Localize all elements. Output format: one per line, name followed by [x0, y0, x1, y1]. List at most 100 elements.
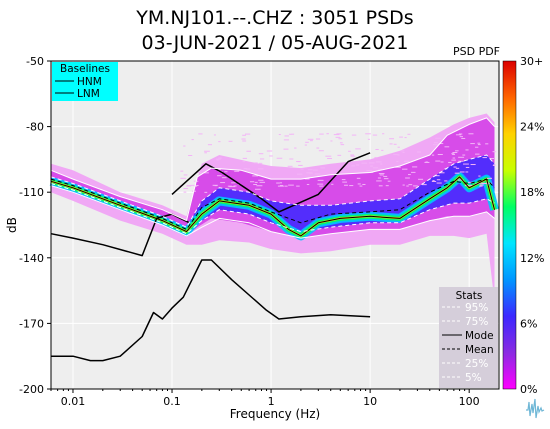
pdf-noise-mark — [252, 175, 259, 177]
pdf-noise-mark — [180, 177, 186, 179]
pdf-noise-mark — [331, 183, 334, 185]
chart-title: YM.NJ101.--.CHZ : 3051 PSDs — [135, 7, 413, 29]
colorbar — [502, 60, 517, 390]
pdf-noise-mark — [455, 150, 459, 152]
pdf-noise-mark — [350, 154, 355, 156]
x-tick-label: 0.1 — [163, 395, 181, 408]
pdf-noise-mark — [246, 150, 251, 152]
pdf-noise-mark — [470, 143, 475, 145]
pdf-noise-mark — [411, 171, 416, 173]
pdf-noise-mark — [220, 182, 226, 184]
pdf-noise-mark — [320, 167, 326, 169]
pdf-noise-mark — [422, 184, 427, 186]
pdf-noise-mark — [458, 156, 465, 158]
pdf-noise-mark — [402, 184, 405, 186]
pdf-noise-mark — [362, 183, 366, 185]
pdf-noise-mark — [186, 185, 192, 187]
pdf-noise-mark — [404, 160, 409, 162]
x-axis-label: Frequency (Hz) — [230, 407, 321, 421]
pdf-noise-mark — [477, 142, 481, 144]
pdf-noise-mark — [256, 185, 263, 187]
pdf-noise-mark — [412, 166, 418, 168]
pdf-noise-mark — [433, 142, 438, 144]
baselines-legend-title: Baselines — [60, 63, 110, 75]
pdf-noise-mark — [349, 185, 354, 187]
colorbar-labels: 30+ 24% 18% 12% 6% 0% — [520, 55, 544, 396]
pdf-noise-mark — [307, 138, 314, 140]
pdf-noise-mark — [357, 183, 361, 185]
pdf-noise-mark — [455, 134, 462, 136]
pdf-noise-mark — [276, 182, 280, 184]
pdf-noise-mark — [396, 160, 399, 162]
pdf-noise-mark — [246, 168, 251, 170]
pdf-noise-mark — [397, 154, 400, 156]
pdf-noise-mark — [379, 174, 384, 176]
pdf-noise-mark — [327, 158, 332, 160]
pdf-noise-mark — [314, 173, 321, 175]
pdf-noise-mark — [325, 155, 332, 157]
pdf-noise-mark — [383, 178, 389, 180]
pdf-noise-mark — [378, 168, 382, 170]
y-tick-label: -110 — [19, 186, 44, 199]
pdf-noise-mark — [435, 175, 440, 177]
pdf-noise-mark — [335, 136, 341, 138]
pdf-noise-mark — [478, 175, 481, 177]
pdf-noise-mark — [216, 159, 219, 161]
pdf-noise-mark — [370, 165, 373, 167]
stats-legend-title: Stats — [456, 290, 483, 302]
pdf-noise-mark — [304, 144, 307, 146]
y-tick-label: -200 — [19, 383, 44, 396]
pdf-noise-mark — [458, 133, 463, 135]
pdf-noise-mark — [231, 182, 236, 184]
pdf-noise-mark — [254, 181, 258, 183]
pdf-noise-mark — [376, 180, 382, 182]
series-line-25pct — [50, 183, 495, 235]
pdf-noise-mark — [418, 178, 424, 180]
pdf-noise-mark — [312, 169, 318, 171]
legend-hnm-label: HNM — [77, 76, 102, 88]
pdf-noise-mark — [196, 172, 202, 174]
x-tick-label: 1 — [268, 395, 275, 408]
pdf-noise-mark — [316, 147, 320, 149]
pdf-noise-mark — [385, 185, 389, 187]
pdf-noise-mark — [377, 177, 381, 179]
pdf-noise-mark — [480, 184, 484, 186]
pdf-noise-mark — [365, 133, 371, 135]
pdf-noise-mark — [451, 153, 455, 155]
pdf-noise-mark — [463, 163, 469, 165]
pdf-noise-mark — [269, 155, 273, 157]
pdf-noise-mark — [404, 137, 407, 139]
series-line-hnm — [171, 152, 371, 213]
pdf-noise-mark — [300, 168, 304, 170]
pdf-noise-mark — [296, 185, 300, 187]
pdf-noise-mark — [381, 149, 384, 151]
pdf-noise-mark — [477, 144, 481, 146]
pdf-noise-mark — [224, 171, 228, 173]
chart-subtitle: 03-JUN-2021 / 05-AUG-2021 — [142, 32, 409, 54]
pdf-noise-mark — [254, 188, 261, 190]
pdf-noise-mark — [480, 182, 485, 184]
pdf-noise-mark — [277, 185, 284, 187]
series-line-lnm — [51, 259, 371, 362]
pdf-noise-mark — [372, 134, 378, 136]
pdf-noise-mark — [452, 154, 455, 156]
pdf-noise-mark — [309, 172, 313, 174]
pdf-noise-mark — [454, 172, 460, 174]
pdf-noise-mark — [376, 148, 379, 150]
pdf-noise-mark — [408, 184, 413, 186]
pdf-noise-mark — [351, 134, 357, 136]
y-tick-label: -50 — [26, 55, 44, 68]
pdf-noise-mark — [350, 155, 356, 157]
pdf-noise-mark — [180, 170, 184, 172]
pdf-noise-mark — [425, 161, 428, 163]
pdf-noise-mark — [253, 184, 258, 186]
pdf-noise-mark — [469, 184, 473, 186]
pdf-noise-mark — [304, 178, 310, 180]
pdf-noise-mark — [493, 164, 496, 166]
pdf-noise-mark — [465, 149, 469, 151]
pdf-noise-mark — [359, 185, 363, 187]
pdf-noise-mark — [435, 137, 441, 139]
pdf-noise-mark — [305, 141, 309, 143]
pdf-noise-mark — [435, 160, 441, 162]
